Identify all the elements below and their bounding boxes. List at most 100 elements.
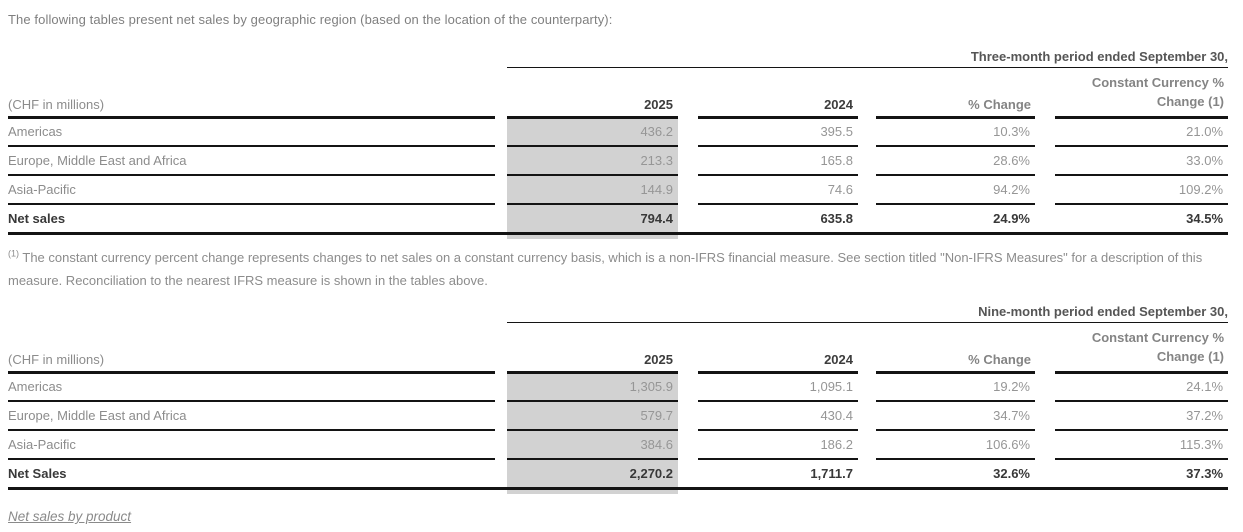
column-gap [495, 204, 507, 235]
column-gap [678, 459, 698, 490]
shaded-column-overrun [8, 233, 1228, 239]
table-row-asia-pacific: Asia-Pacific 384.6 186.2 106.6% 115.3% [8, 430, 1229, 460]
column-gap [1035, 430, 1055, 459]
column-gap [495, 117, 507, 146]
value-cc-pct-change: 109.2% [1055, 175, 1229, 205]
value-2025: 436.2 [507, 117, 678, 147]
footnote: (1) The constant currency percent change… [8, 246, 1228, 292]
unit-label: (CHF in millions) [8, 322, 495, 374]
total-label: Net Sales [8, 459, 495, 490]
column-header-row: (CHF in millions) 2025 2024 % Change Con… [8, 67, 1229, 119]
value-2024: 1,711.7 [698, 459, 858, 490]
column-gap [1035, 372, 1055, 401]
value-2025: 579.7 [507, 401, 678, 431]
table-row-asia-pacific: Asia-Pacific 144.9 74.6 94.2% 109.2% [8, 175, 1229, 205]
column-gap [1035, 459, 1055, 490]
value-pct-change: 24.9% [876, 204, 1035, 235]
footnote-marker: (1) [8, 248, 19, 259]
value-2024: 186.2 [698, 430, 858, 460]
unit-label: (CHF in millions) [8, 67, 495, 119]
column-gap [495, 430, 507, 459]
value-2025: 384.6 [507, 430, 678, 460]
value-cc-pct-change: 21.0% [1055, 117, 1229, 147]
total-label: Net sales [8, 204, 495, 235]
column-gap [1035, 117, 1055, 146]
period-header-row: Three-month period ended September 30, [8, 45, 1229, 68]
value-2024: 395.5 [698, 117, 858, 147]
column-gap [495, 45, 507, 67]
value-pct-change: 19.2% [876, 372, 1035, 402]
intro-paragraph: The following tables present net sales b… [8, 12, 613, 27]
column-gap [495, 146, 507, 175]
column-gap [858, 430, 876, 459]
table-row-net-sales-total: Net Sales 2,270.2 1,711.7 32.6% 37.3% [8, 459, 1229, 490]
table-row-net-sales-total: Net sales 794.4 635.8 24.9% 34.5% [8, 204, 1229, 235]
column-gap [678, 401, 698, 430]
column-gap [678, 117, 698, 146]
column-gap [1035, 204, 1055, 235]
net-sales-by-product-heading: Net sales by product [8, 509, 132, 524]
column-gap [678, 67, 698, 117]
column-gap [495, 372, 507, 401]
column-gap [495, 175, 507, 204]
value-cc-pct-change: 33.0% [1055, 146, 1229, 176]
region-label: Americas [8, 117, 495, 147]
shaded-column-overrun [8, 488, 1228, 494]
column-gap [858, 117, 876, 146]
footnote-text: The constant currency percent change rep… [8, 250, 1203, 288]
column-header-row: (CHF in millions) 2025 2024 % Change Con… [8, 322, 1229, 374]
column-header-2024: 2024 [698, 67, 858, 119]
region-label: Americas [8, 372, 495, 402]
column-header-2025: 2025 [507, 322, 678, 374]
column-gap [858, 67, 876, 117]
column-gap [678, 204, 698, 235]
column-gap [678, 372, 698, 401]
column-gap [678, 175, 698, 204]
value-pct-change: 28.6% [876, 146, 1035, 176]
column-gap [495, 322, 507, 372]
column-gap [495, 67, 507, 117]
table-row-emea: Europe, Middle East and Africa 213.3 165… [8, 146, 1229, 176]
value-cc-pct-change: 37.2% [1055, 401, 1229, 431]
value-2025: 213.3 [507, 146, 678, 176]
period-header: Three-month period ended September 30, [507, 45, 1229, 68]
value-pct-change: 32.6% [876, 459, 1035, 490]
value-pct-change: 10.3% [876, 117, 1035, 147]
value-2024: 430.4 [698, 401, 858, 431]
value-cc-pct-change: 34.5% [1055, 204, 1229, 235]
column-gap [1035, 401, 1055, 430]
column-gap [495, 401, 507, 430]
table-row-emea: Europe, Middle East and Africa 579.7 430… [8, 401, 1229, 431]
column-gap [678, 146, 698, 175]
column-gap [1035, 322, 1055, 372]
column-gap [858, 204, 876, 235]
shaded-column-tail [507, 488, 678, 494]
table-row-americas: Americas 436.2 395.5 10.3% 21.0% [8, 117, 1229, 147]
period-header-row: Nine-month period ended September 30, [8, 300, 1229, 323]
column-gap [858, 401, 876, 430]
column-gap [858, 459, 876, 490]
column-gap [1035, 175, 1055, 204]
value-pct-change: 94.2% [876, 175, 1035, 205]
column-gap [1035, 146, 1055, 175]
column-gap [858, 372, 876, 401]
value-2025: 144.9 [507, 175, 678, 205]
column-header-pct-change: % Change [876, 322, 1035, 374]
column-header-2024: 2024 [698, 322, 858, 374]
column-gap [678, 430, 698, 459]
value-2024: 74.6 [698, 175, 858, 205]
shaded-column-tail [507, 233, 678, 239]
value-2025: 1,305.9 [507, 372, 678, 402]
column-gap [858, 175, 876, 204]
region-label: Europe, Middle East and Africa [8, 146, 495, 176]
column-gap [678, 322, 698, 372]
value-2024: 635.8 [698, 204, 858, 235]
column-gap [858, 146, 876, 175]
nine-month-net-sales-table: Nine-month period ended September 30, (C… [8, 300, 1229, 494]
empty-cell [8, 300, 495, 322]
region-label: Asia-Pacific [8, 175, 495, 205]
empty-cell [8, 45, 495, 67]
column-header-constant-currency: Constant Currency % Change (1) [1055, 322, 1229, 374]
column-header-2025: 2025 [507, 67, 678, 119]
